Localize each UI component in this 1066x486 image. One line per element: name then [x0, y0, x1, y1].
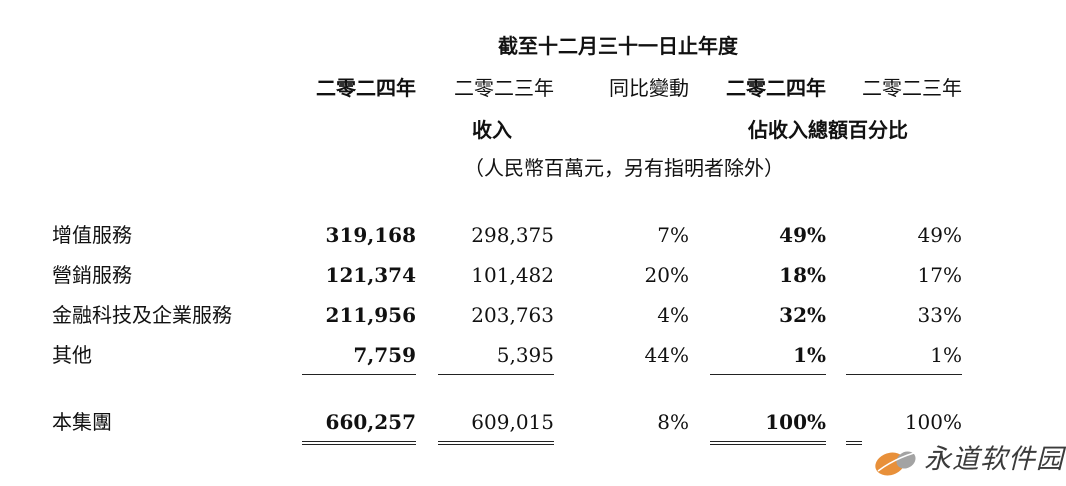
- subtotal-rule: [846, 374, 962, 375]
- total-pct-2023: 100%: [904, 410, 962, 434]
- total-2024: 660,257: [325, 410, 416, 434]
- value-2024: 211,956: [325, 303, 416, 327]
- col-header-yoy: 同比變動: [609, 76, 689, 100]
- col-header-2023: 二零二三年: [454, 76, 554, 100]
- col-header-pct-2024: 二零二四年: [726, 76, 826, 100]
- value-yoy: 20%: [644, 263, 689, 287]
- pct-of-revenue-label: 佔收入總額百分比: [748, 118, 908, 142]
- value-2023: 101,482: [471, 263, 554, 287]
- revenue-label: 收入: [472, 118, 512, 142]
- value-2023: 5,395: [496, 343, 554, 367]
- total-double-rule: [438, 441, 554, 445]
- row-label: 其他: [52, 343, 92, 367]
- subtotal-rule: [302, 374, 416, 375]
- watermark-text: 永道软件园: [924, 444, 1064, 475]
- total-double-rule: [302, 441, 416, 445]
- pct-2023: 1%: [930, 343, 962, 367]
- col-header-2024: 二零二四年: [316, 76, 416, 100]
- pct-2023: 49%: [917, 223, 962, 247]
- value-2024: 121,374: [325, 263, 416, 287]
- pct-2024: 18%: [779, 263, 826, 287]
- unit-note: （人民幣百萬元，另有指明者除外）: [464, 156, 784, 180]
- value-2024: 7,759: [353, 343, 416, 367]
- row-label: 增值服務: [52, 223, 132, 247]
- value-2023: 203,763: [471, 303, 554, 327]
- subtotal-rule: [438, 374, 554, 375]
- value-yoy: 7%: [657, 223, 689, 247]
- pct-2024: 1%: [793, 343, 826, 367]
- pct-2023: 17%: [917, 263, 962, 287]
- period-heading: 截至十二月三十一日止年度: [498, 34, 738, 58]
- value-yoy: 4%: [657, 303, 689, 327]
- total-double-rule: [846, 441, 864, 445]
- pct-2023: 33%: [917, 303, 962, 327]
- leaf-logo-icon: [875, 451, 916, 476]
- pct-2024: 32%: [779, 303, 826, 327]
- total-double-rule: [710, 441, 826, 445]
- value-2023: 298,375: [471, 223, 554, 247]
- subtotal-rule: [710, 374, 826, 375]
- pct-2024: 49%: [779, 223, 826, 247]
- total-pct-2024: 100%: [765, 410, 826, 434]
- watermark: 永道软件园: [862, 438, 1064, 482]
- total-yoy: 8%: [657, 410, 689, 434]
- value-2024: 319,168: [325, 223, 416, 247]
- row-label: 金融科技及企業服務: [52, 303, 232, 327]
- row-label: 營銷服務: [52, 263, 132, 287]
- col-header-pct-2023: 二零二三年: [862, 76, 962, 100]
- total-2023: 609,015: [471, 410, 554, 434]
- total-label: 本集團: [52, 410, 112, 434]
- value-yoy: 44%: [644, 343, 689, 367]
